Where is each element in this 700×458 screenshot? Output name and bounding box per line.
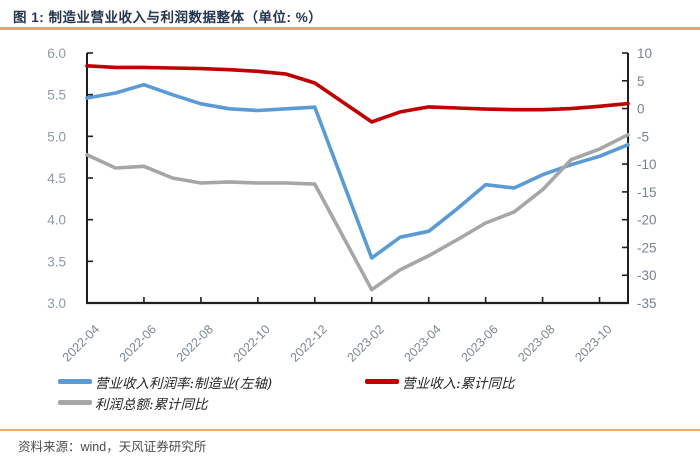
left-axis-tick-label: 5.0 [47, 129, 66, 144]
left-axis-tick-label: 6.0 [47, 46, 66, 61]
right-axis-tick-label: 10 [637, 46, 652, 61]
left-axis-tick-label: 5.5 [47, 88, 66, 103]
x-axis-tick-label: 2022-04 [60, 322, 102, 364]
left-axis-tick-label: 3.0 [47, 296, 66, 311]
x-axis-tick-label: 2023-06 [458, 322, 500, 364]
x-axis-tick-label: 2023-10 [572, 322, 614, 364]
figure-title: 图 1: 制造业营业收入与利润数据整体（单位: %） [13, 10, 323, 25]
legend-swatch-1 [365, 379, 399, 384]
chart-legend: 营业收入利润率:制造业(左轴) 营业收入:累计同比利润总额:累计同比 [58, 371, 633, 413]
right-axis-tick-label: -5 [637, 129, 649, 144]
x-axis-tick-label: 2022-08 [174, 322, 216, 364]
series-line-2 [85, 132, 630, 292]
series-line-0 [85, 82, 630, 260]
right-axis-tick-label: -20 [637, 213, 657, 228]
x-axis-tick-label: 2023-02 [345, 322, 387, 364]
left-axis-tick-label: 4.5 [47, 171, 66, 186]
legend-item-2: 利润总额:累计同比 [58, 392, 208, 413]
legend-item-0: 营业收入利润率:制造业(左轴) [58, 371, 365, 392]
legend-swatch-0 [58, 379, 92, 384]
title-rule [0, 27, 700, 30]
x-axis-tick-label: 2022-06 [117, 322, 159, 364]
right-axis-tick-label: 5 [637, 74, 645, 89]
series-line-1 [85, 64, 630, 124]
right-axis-tick-label: 0 [637, 102, 645, 117]
source-rule [0, 429, 700, 431]
legend-label-2: 利润总额:累计同比 [95, 396, 208, 413]
right-axis-tick-label: -15 [637, 185, 657, 200]
legend-label-0: 营业收入利润率:制造业(左轴) [95, 375, 273, 392]
right-axis-tick-label: -25 [637, 240, 657, 255]
left-axis-tick-label: 4.0 [47, 213, 66, 228]
x-axis-tick-label: 2022-10 [231, 322, 273, 364]
left-axis-tick-label: 3.5 [47, 254, 66, 269]
legend-swatch-2 [58, 400, 92, 405]
x-axis-tick-label: 2022-12 [288, 322, 330, 364]
source-text: 资料来源：wind，天风证券研究所 [18, 440, 207, 454]
x-axis-tick-label: 2023-04 [401, 322, 443, 364]
right-axis-tick-label: -10 [637, 157, 657, 172]
right-axis-tick-label: -35 [637, 296, 657, 311]
x-axis-tick-label: 2023-08 [515, 322, 557, 364]
legend-item-1: 营业收入:累计同比 [365, 371, 515, 392]
legend-label-1: 营业收入:累计同比 [402, 375, 515, 392]
right-axis-tick-label: -30 [637, 268, 657, 283]
